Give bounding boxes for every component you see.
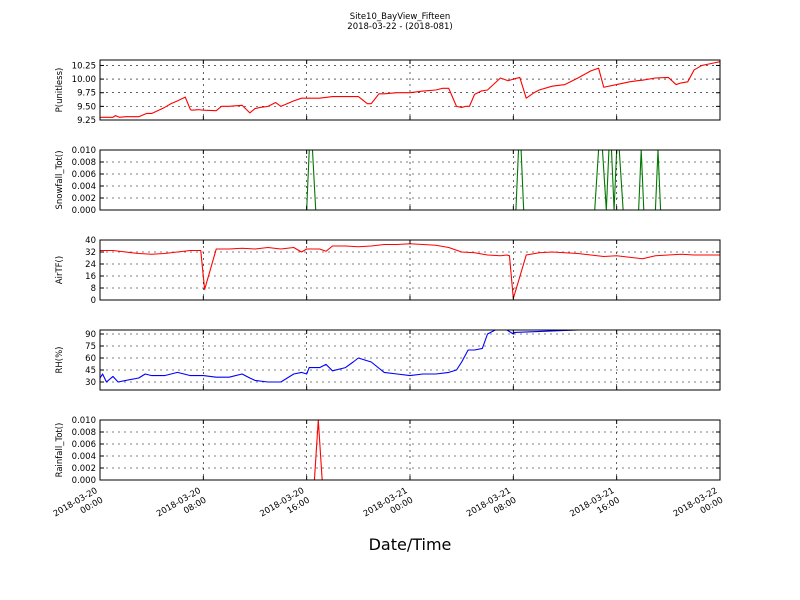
panel-1: 9.25 9.50 9.75 10.00 10.25 P(unitless) <box>55 59 721 126</box>
y-tick-label: 0.006 <box>72 170 96 180</box>
y-axis-label: Rainfall_Tot() <box>55 423 65 478</box>
y-tick-label: 40 <box>85 236 96 246</box>
y-tick-label: 32 <box>85 248 96 258</box>
y-tick-label: 0.002 <box>72 464 96 474</box>
x-tick-label: 2018-03-2016:00 <box>258 486 311 529</box>
y-tick-label: 10.25 <box>72 61 96 71</box>
series-line-1 <box>100 61 720 118</box>
y-tick-label: 60 <box>85 354 96 364</box>
y-tick-label: 0.008 <box>72 158 96 168</box>
y-tick-label: 0.004 <box>72 452 96 462</box>
y-tick-label: 9.75 <box>77 89 96 99</box>
figure-title-line-1: Site10_BayView_Fifteen <box>350 12 451 22</box>
y-tick-label: 10.00 <box>72 75 96 85</box>
y-tick-label: 8 <box>91 284 96 294</box>
y-tick-label: 0.006 <box>72 440 96 450</box>
y-tick-label: 0.002 <box>72 194 96 204</box>
x-axis-label: Date/Time <box>369 535 452 554</box>
panel-3: 0 8 16 24 32 40 AirTF() <box>55 236 721 306</box>
series-line-3 <box>100 243 720 300</box>
x-tick-label: 2018-03-2108:00 <box>465 486 518 529</box>
y-tick-label: 9.50 <box>77 102 96 112</box>
x-tick-label: 2018-03-2100:00 <box>362 486 415 529</box>
y-tick-label: 0.008 <box>72 428 96 438</box>
x-tick-labels: 2018-03-2000:00 2018-03-2008:00 2018-03-20… <box>52 486 725 529</box>
y-tick-label: 45 <box>85 366 96 376</box>
y-tick-label: 90 <box>85 330 96 340</box>
y-tick-label: 0.010 <box>72 416 96 426</box>
series-line-4 <box>100 330 635 383</box>
y-tick-label: 16 <box>85 272 96 282</box>
x-tick-label: 2018-03-2008:00 <box>155 486 208 529</box>
x-tick-label: 2018-03-2200:00 <box>672 486 725 529</box>
y-tick-label: 30 <box>85 378 96 388</box>
series-line-2 <box>100 150 720 210</box>
panel-5: 0.000 0.002 0.004 0.006 0.008 0.010 Rainfall_T… <box>55 416 721 486</box>
y-tick-label: 75 <box>85 342 96 352</box>
y-tick-label: 24 <box>85 260 96 270</box>
y-tick-label: 0.010 <box>72 146 96 156</box>
y-axis-label: Snowfall_Tot() <box>55 150 65 209</box>
x-tick-label: 2018-03-2000:00 <box>52 486 105 529</box>
y-tick-label: 0 <box>91 296 96 306</box>
y-tick-label: 9.25 <box>77 116 96 126</box>
panel-2: 0.000 0.002 0.004 0.006 0.008 0.010 Snowfall_T… <box>55 146 721 216</box>
y-axis-label: RH(%) <box>55 346 65 373</box>
y-axis-label: AirTF() <box>55 256 65 284</box>
x-tick-label: 2018-03-2116:00 <box>568 486 621 529</box>
y-tick-label: 0.004 <box>72 182 96 192</box>
figure-title-line-2: 2018-03-22 - (2018-081) <box>347 22 452 32</box>
panels: 9.259.509.7510.0010.25P(unitless)0.0000.… <box>55 59 721 486</box>
y-axis-label: P(unitless) <box>55 68 65 113</box>
y-tick-label: 0.000 <box>72 206 96 216</box>
panel-4: 30 45 60 75 90 RH(%) <box>55 329 721 391</box>
y-tick-label: 0.000 <box>72 476 96 486</box>
